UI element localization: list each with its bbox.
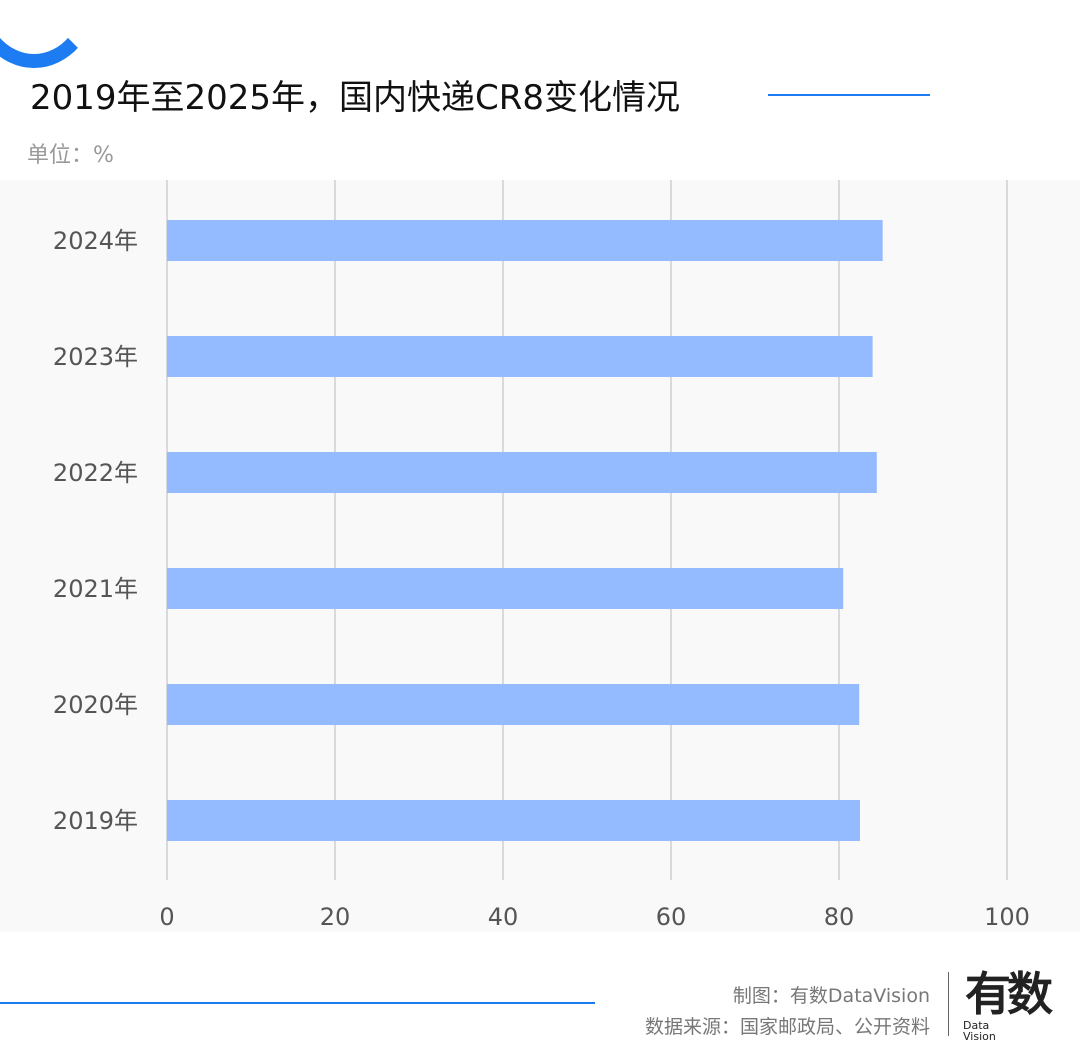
x-tick-label: 20 xyxy=(320,903,351,931)
bar xyxy=(167,568,844,609)
x-tick-label: 100 xyxy=(984,903,1030,931)
bar xyxy=(167,452,877,493)
title-divider xyxy=(768,94,930,96)
y-tick-label: 2023年 xyxy=(53,343,138,371)
y-tick-label: 2022年 xyxy=(53,459,138,487)
y-tick-label: 2024年 xyxy=(53,227,138,255)
chart-title: 2019年至2025年，国内快递CR8变化情况 xyxy=(30,78,681,118)
unit-label: 单位：% xyxy=(27,143,114,168)
bar xyxy=(167,220,883,261)
x-tick-label: 80 xyxy=(824,903,855,931)
logo-subtext: Data Vision xyxy=(963,1019,996,1043)
source-text: 数据来源：国家邮政局、公开资料 xyxy=(644,1016,930,1038)
bar xyxy=(167,684,860,725)
x-tick-label: 40 xyxy=(488,903,519,931)
logo-separator xyxy=(948,972,949,1036)
credit-text: 制图：有数DataVision xyxy=(732,985,930,1007)
y-tick-label: 2019年 xyxy=(53,807,138,835)
logo: 有数 xyxy=(965,967,1053,1021)
bar xyxy=(167,336,873,377)
x-tick-label: 60 xyxy=(656,903,687,931)
bar xyxy=(167,800,860,841)
x-tick-label: 0 xyxy=(159,903,174,931)
y-tick-label: 2021年 xyxy=(53,575,138,603)
y-tick-label: 2020年 xyxy=(53,691,138,719)
footer-divider xyxy=(0,1002,595,1004)
